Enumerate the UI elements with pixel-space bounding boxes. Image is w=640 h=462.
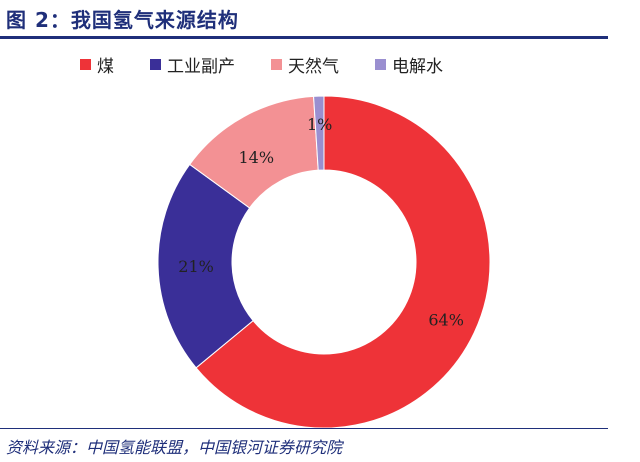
data-label-gas: 14%	[239, 148, 275, 167]
legend-swatch-gas	[271, 59, 282, 70]
donut-slices	[157, 95, 491, 429]
donut-slice-industrial	[157, 163, 254, 369]
donut-slice-coal	[195, 95, 491, 429]
source-rule	[0, 428, 608, 429]
legend-item-electrolysis: 电解水	[375, 52, 443, 77]
source-note: 资料来源：中国氢能联盟，中国银河证券研究院	[6, 438, 343, 457]
donut-labels: 64% 21% 14% 1%	[178, 115, 464, 329]
legend-swatch-coal	[80, 59, 91, 70]
legend-item-gas: 天然气	[271, 52, 339, 77]
data-label-industrial: 21%	[178, 257, 214, 276]
data-label-coal: 64%	[428, 310, 464, 329]
legend-swatch-industrial	[150, 59, 161, 70]
figure-title: 图 2：我国氢气来源结构	[6, 8, 239, 32]
chart-legend: 煤 工业副产 天然气 电解水	[80, 52, 443, 77]
legend-label-industrial: 工业副产	[167, 57, 235, 77]
legend-item-coal: 煤	[80, 52, 114, 77]
legend-item-industrial: 工业副产	[150, 52, 235, 77]
data-label-electrolysis: 1%	[307, 115, 332, 134]
legend-swatch-electrolysis	[375, 59, 386, 70]
legend-label-coal: 煤	[97, 57, 114, 77]
title-rule	[0, 36, 608, 39]
donut-slice-electrolysis	[313, 95, 325, 171]
legend-label-electrolysis: 电解水	[392, 57, 443, 77]
legend-label-gas: 天然气	[288, 57, 339, 77]
